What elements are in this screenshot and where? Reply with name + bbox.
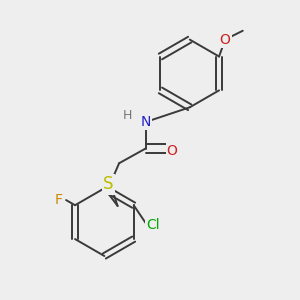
Text: N: N [140,115,151,129]
Text: F: F [55,193,63,207]
Text: O: O [220,33,230,46]
Text: S: S [103,176,113,194]
Text: O: O [167,144,178,158]
Text: Cl: Cl [146,218,160,232]
Text: H: H [123,109,133,122]
